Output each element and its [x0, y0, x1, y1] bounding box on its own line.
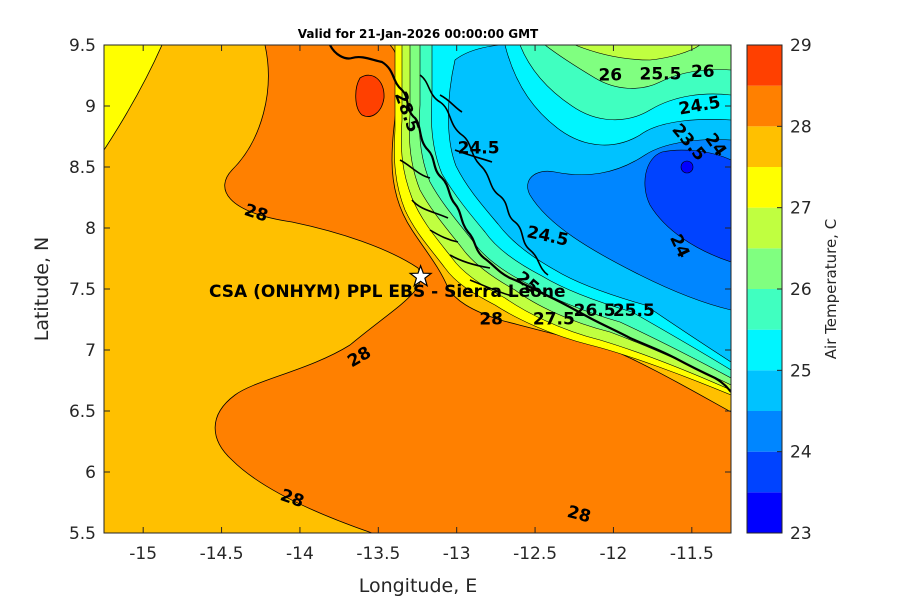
band-28.5-29: [355, 74, 385, 117]
y-tick-label: 5.5: [69, 524, 96, 544]
colorbar-segment: [747, 411, 782, 452]
x-tick-label: -11.5: [670, 544, 714, 564]
y-tick-label: 7: [85, 341, 96, 361]
x-tick-label: -13: [443, 544, 471, 564]
colorbar-segment: [747, 492, 782, 533]
band-23-23.5: [680, 160, 694, 174]
contour-label: 25.5: [613, 301, 655, 321]
colorbar-segment: [747, 85, 782, 127]
colorbar-segment: [747, 329, 782, 371]
colorbar-tick-label: 25: [790, 361, 812, 381]
colorbar-segment: [747, 289, 782, 330]
colorbar-segment: [747, 451, 782, 493]
plot-area: [104, 45, 731, 533]
chart-title: Valid for 21-Jan-2026 00:00:00 GMT: [298, 27, 539, 41]
y-tick-label: 6.5: [69, 402, 96, 422]
station-label: CSA (ONHYM) PPL EBS - Sierra Leone: [209, 282, 566, 302]
y-tick-label: 9: [85, 97, 96, 117]
colorbar-tick-label: 28: [790, 117, 812, 137]
x-axis-label: Longitude, E: [359, 575, 478, 597]
contour-label: 26.5: [574, 301, 616, 321]
band-26-26.5-north: [544, 45, 731, 89]
x-tick-label: -12: [600, 544, 628, 564]
coastline-islands: [399, 94, 513, 297]
contour-label: 24.5: [458, 139, 500, 159]
border-line: [419, 74, 549, 276]
x-tick-label: -12.5: [513, 544, 557, 564]
y-tick-label: 7.5: [69, 280, 96, 300]
station-star-icon: [408, 264, 433, 288]
x-tick-label: -13.5: [356, 544, 400, 564]
colorbar-ticks: 23 24 25 26 27 28 29: [777, 36, 812, 544]
x-tick-label: -14: [286, 544, 314, 564]
x-tick-label: -14.5: [200, 544, 244, 564]
contour-label: 26: [598, 66, 622, 86]
coastline: [329, 45, 731, 393]
band-23.5-24: [644, 149, 731, 263]
y-tick-label: 6: [85, 463, 96, 483]
x-tick-label: -15: [129, 544, 157, 564]
colorbar-tick-label: 23: [790, 524, 812, 544]
colorbar-segment: [747, 370, 782, 411]
colorbar-tick-label: 29: [790, 36, 812, 56]
band-26.5-27-north: [574, 45, 701, 61]
colorbar-label: Air Temperature, C: [822, 219, 840, 359]
colorbar-tick-label: 27: [790, 199, 812, 219]
colorbar-segment: [747, 167, 782, 208]
contour-label: 26: [691, 62, 715, 82]
colorbar-tick-label: 26: [790, 280, 812, 300]
y-tick-label: 9.5: [69, 36, 96, 56]
colorbar-segment: [747, 248, 782, 289]
contour-label: 27.5: [533, 310, 575, 330]
colorbar: [747, 45, 782, 533]
y-tick-label: 8: [85, 219, 96, 239]
contour-label: 25.5: [639, 64, 681, 84]
colorbar-segment: [747, 126, 782, 167]
y-axis-label: Latitude, N: [31, 237, 53, 342]
colorbar-segment: [747, 45, 782, 86]
colorbar-segment: [747, 207, 782, 249]
x-axis-ticks: -15 -14.5 -14 -13.5 -13 -12.5 -12 -11.5: [129, 45, 714, 564]
band-27-27.5-corner: [104, 45, 163, 151]
y-tick-label: 8.5: [69, 158, 96, 178]
contour-label: 28: [479, 310, 503, 330]
y-axis-ticks: 5.5 6 6.5 7 7.5 8 8.5 9 9.5: [69, 36, 731, 544]
station: CSA (ONHYM) PPL EBS - Sierra Leone: [209, 264, 566, 302]
band-28-28.5: [214, 45, 731, 533]
colorbar-tick-label: 24: [790, 443, 812, 463]
